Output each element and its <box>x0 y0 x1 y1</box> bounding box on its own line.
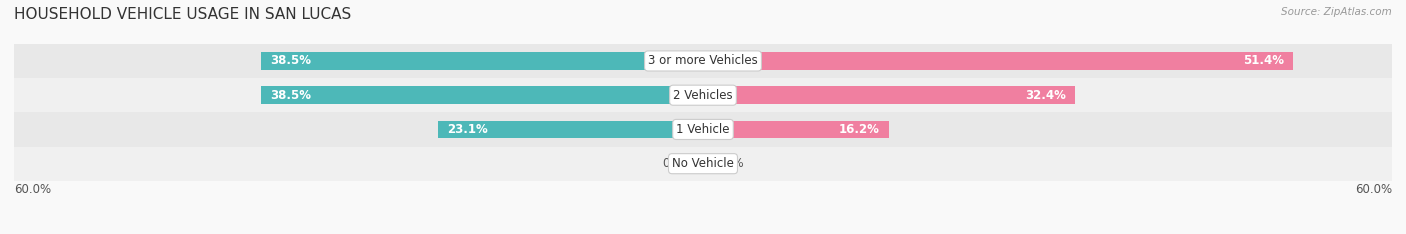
Text: 60.0%: 60.0% <box>1355 183 1392 196</box>
Text: 2 Vehicles: 2 Vehicles <box>673 89 733 102</box>
Bar <box>14 78 1392 112</box>
Text: 23.1%: 23.1% <box>447 123 488 136</box>
Text: 32.4%: 32.4% <box>1025 89 1066 102</box>
Bar <box>262 86 703 104</box>
Bar <box>703 86 1076 104</box>
Text: 38.5%: 38.5% <box>270 55 311 67</box>
Bar <box>14 146 1392 181</box>
Text: No Vehicle: No Vehicle <box>672 157 734 170</box>
Bar <box>703 52 1294 70</box>
Text: 60.0%: 60.0% <box>14 183 51 196</box>
Text: 38.5%: 38.5% <box>270 89 311 102</box>
Bar <box>703 121 889 138</box>
Text: Source: ZipAtlas.com: Source: ZipAtlas.com <box>1281 7 1392 17</box>
Text: 1 Vehicle: 1 Vehicle <box>676 123 730 136</box>
Text: 0.0%: 0.0% <box>714 157 744 170</box>
Text: 3 or more Vehicles: 3 or more Vehicles <box>648 55 758 67</box>
Text: 0.0%: 0.0% <box>662 157 692 170</box>
Bar <box>262 52 703 70</box>
Bar <box>437 121 703 138</box>
Bar <box>14 44 1392 78</box>
Bar <box>14 112 1392 146</box>
Text: 16.2%: 16.2% <box>839 123 880 136</box>
Text: HOUSEHOLD VEHICLE USAGE IN SAN LUCAS: HOUSEHOLD VEHICLE USAGE IN SAN LUCAS <box>14 7 352 22</box>
Text: 51.4%: 51.4% <box>1243 55 1284 67</box>
